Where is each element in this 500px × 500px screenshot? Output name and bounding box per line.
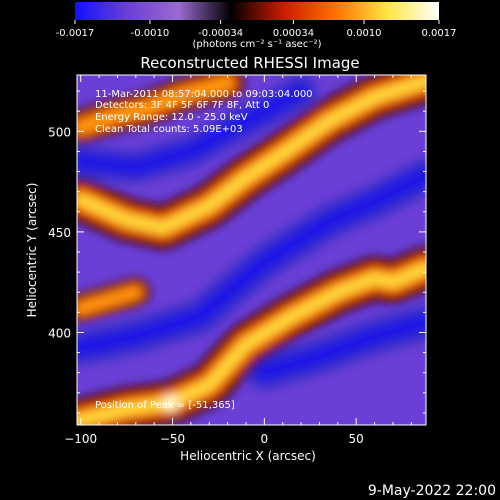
- x-axis-label: Heliocentric X (arcsec): [180, 449, 316, 463]
- y-tick-label: 450: [48, 226, 71, 240]
- ridge-yellow: [77, 263, 426, 425]
- x-tick-label: −100: [64, 432, 97, 446]
- colorbar-tick-label: 0.0017: [422, 28, 457, 39]
- trough-core: [77, 83, 310, 176]
- y-axis-label: Heliocentric Y (arcsec): [25, 183, 39, 318]
- ridge-amber: [77, 286, 142, 315]
- y-tick-label: 500: [48, 125, 71, 139]
- colorbar-tick-label: 0.0010: [347, 28, 382, 39]
- annotation-peak-position: Position of Peak = [-51,365]: [95, 400, 235, 411]
- x-tick-label: −50: [160, 432, 185, 446]
- peak-hotspot: [161, 393, 180, 412]
- colorbar-tick-label: -0.0010: [131, 28, 170, 39]
- footer-date: 9-May-2022 22:00: [368, 483, 496, 499]
- chart-title: Reconstructed RHESSI Image: [140, 54, 359, 72]
- annotation-clean-counts: Clean Total counts: 5.09E+03: [95, 124, 243, 135]
- x-tick-label: 50: [349, 432, 364, 446]
- x-tick-label: 0: [261, 432, 269, 446]
- colorbar-tick-label: -0.00034: [198, 28, 243, 39]
- ridge-yellow: [77, 76, 426, 233]
- colorbar: -0.0017 -0.0010 -0.00034 0.00034 0.0010 0.001…: [56, 2, 457, 50]
- colorbar-strip: [75, 2, 439, 20]
- x-axis: −100 −50 0 50: [64, 75, 412, 446]
- plot-frame: [76, 74, 427, 426]
- trough-core: [255, 313, 426, 382]
- heatmap-area: 11-Mar-2011 08:57:04.000 to 09:03:04.000…: [77, 75, 426, 425]
- y-tick-label: 400: [48, 326, 71, 340]
- colorbar-tick-label: -0.0017: [56, 28, 95, 39]
- annotation-block: 11-Mar-2011 08:57:04.000 to 09:03:04.000…: [95, 89, 313, 411]
- colorbar-ticks: -0.0017 -0.0010 -0.00034 0.00034 0.0010 0.001…: [56, 20, 457, 39]
- trough-core: [77, 166, 426, 358]
- annotation-detectors: Detectors: 3F 4F 5F 6F 7F 8F, Att 0: [95, 100, 269, 111]
- colorbar-tick-label: 0.00034: [273, 28, 314, 39]
- colorbar-unit-label: (photons cm⁻² s⁻¹ asec⁻²): [192, 39, 321, 50]
- y-axis: 400 450 500: [48, 90, 426, 414]
- heatmap-layers: [77, 75, 426, 425]
- annotation-time-range: 11-Mar-2011 08:57:04.000 to 09:03:04.000: [95, 89, 313, 100]
- annotation-energy-range: Energy Range: 12.0 - 25.0 keV: [95, 112, 248, 123]
- ridge-amber: [77, 76, 235, 135]
